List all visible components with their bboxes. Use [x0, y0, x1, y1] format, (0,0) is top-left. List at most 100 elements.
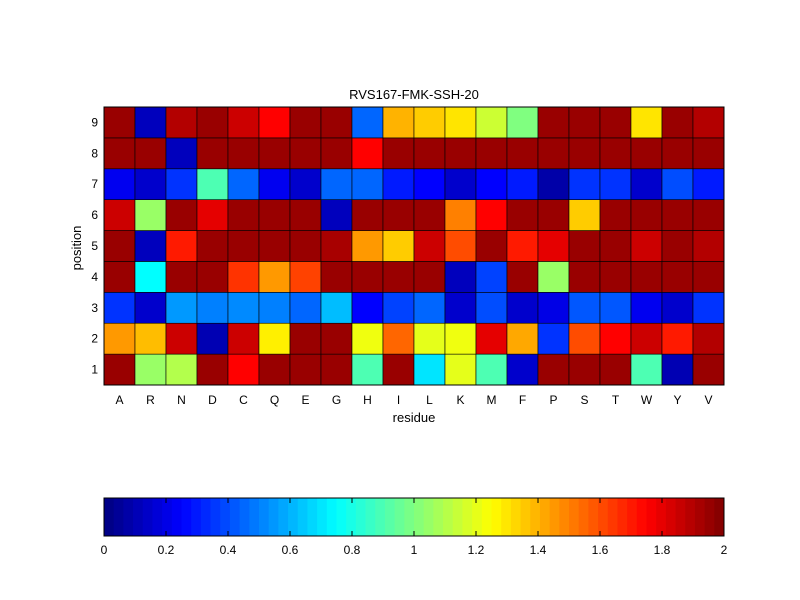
colorbar-step	[326, 498, 337, 536]
heatmap-cell	[568, 199, 601, 231]
colorbar-step	[123, 498, 134, 536]
colorbar-step	[636, 498, 647, 536]
x-tick-label: G	[332, 393, 341, 407]
heatmap-cell	[475, 106, 508, 139]
heatmap-cell	[258, 292, 291, 324]
heatmap-cell	[103, 230, 136, 262]
heatmap-cell	[165, 292, 198, 324]
heatmap-cell	[537, 168, 570, 200]
heatmap-cell	[444, 168, 477, 200]
heatmap-cell	[537, 261, 570, 293]
heatmap-cell	[382, 230, 415, 262]
colorbar-tick-label: 0.8	[344, 543, 361, 557]
colorbar-step	[220, 498, 231, 536]
heatmap-cell	[568, 168, 601, 200]
colorbar-step	[152, 498, 163, 536]
heatmap-cell	[134, 230, 167, 262]
heatmap-cell	[444, 199, 477, 231]
colorbar-step	[685, 498, 696, 536]
heatmap-cell	[351, 261, 384, 293]
heatmap-cell	[506, 106, 539, 139]
colorbar-step	[336, 498, 347, 536]
heatmap-cell	[661, 292, 694, 324]
heatmap-cell	[165, 353, 198, 386]
heatmap-cell	[630, 106, 663, 139]
heatmap-cell	[506, 353, 539, 386]
y-tick-label: 8	[91, 146, 98, 160]
heatmap-cell	[661, 322, 694, 355]
colorbar-step	[675, 498, 686, 536]
colorbar-step	[307, 498, 318, 536]
heatmap-cell	[103, 137, 136, 170]
heatmap-cell	[165, 261, 198, 293]
heatmap-cell	[227, 292, 260, 324]
heatmap-cell	[258, 322, 291, 355]
heatmap-cell	[661, 137, 694, 170]
heatmap-cell	[382, 106, 415, 139]
colorbar-tick-label: 1	[411, 543, 418, 557]
heatmap-cell	[661, 230, 694, 262]
x-tick-label: I	[397, 393, 400, 407]
heatmap-cell	[382, 137, 415, 170]
heatmap-cell	[227, 199, 260, 231]
x-tick-label: S	[580, 393, 588, 407]
heatmap-cell	[692, 353, 725, 386]
y-tick-label: 4	[91, 270, 98, 284]
heatmap-cell	[630, 261, 663, 293]
heatmap-cell	[320, 322, 353, 355]
heatmap-cell	[475, 168, 508, 200]
colorbar-step	[142, 498, 153, 536]
colorbar-step	[539, 498, 551, 536]
heatmap-cell	[227, 322, 260, 355]
heatmap-cell	[413, 230, 446, 262]
heatmap-cell	[413, 353, 446, 386]
heatmap-cell	[320, 261, 353, 293]
y-tick-label: 2	[91, 332, 98, 346]
colorbar-step	[714, 498, 725, 536]
colorbar-step	[259, 498, 270, 536]
heatmap-cells	[103, 106, 725, 386]
colorbar	[103, 497, 725, 537]
heatmap-cell	[630, 137, 663, 170]
heatmap-cell	[227, 230, 260, 262]
heatmap-cell	[599, 106, 632, 139]
x-tick-label: N	[177, 393, 186, 407]
heatmap-cell	[568, 261, 601, 293]
colorbar-step	[549, 498, 560, 536]
heatmap-cell	[227, 137, 260, 170]
x-tick-label: E	[301, 393, 309, 407]
heatmap-cell	[196, 137, 229, 170]
heatmap-cell	[568, 106, 601, 139]
heatmap-cell	[134, 137, 167, 170]
heatmap-cell	[692, 322, 725, 355]
y-tick-label: 7	[91, 177, 98, 191]
colorbar-tick-label: 0.2	[158, 543, 175, 557]
heatmap-cell	[227, 261, 260, 293]
heatmap-cell	[289, 106, 322, 139]
colorbar-step	[346, 498, 357, 536]
y-tick-labels: 1 2 3 4 5 6 7 8 9	[91, 115, 98, 376]
heatmap-cell	[444, 292, 477, 324]
heatmap-cell	[661, 353, 694, 386]
colorbar-step	[133, 498, 144, 536]
colorbar-tick-labels: 0 0.2 0.4 0.6 0.8 1 1.2 1.4 1.6 1.8 2	[101, 498, 728, 557]
heatmap-cell	[196, 230, 229, 262]
colorbar-tick-label: 0.4	[220, 543, 237, 557]
colorbar-step	[229, 498, 241, 536]
plot-frame	[103, 106, 725, 386]
heatmap-cell	[165, 230, 198, 262]
heatmap-cell	[351, 353, 384, 386]
y-tick-label: 9	[91, 115, 98, 129]
heatmap-cell	[351, 168, 384, 200]
heatmap-cell	[196, 292, 229, 324]
heatmap-cell	[661, 168, 694, 200]
heatmap-cell	[692, 292, 725, 324]
colorbar-step	[665, 498, 676, 536]
heatmap-cell	[103, 292, 136, 324]
heatmap-cell	[475, 292, 508, 324]
colorbar-step	[598, 498, 609, 536]
heatmap-cell	[692, 199, 725, 231]
heatmap-cell	[351, 106, 384, 139]
colorbar-tick-label: 1.4	[530, 543, 547, 557]
heatmap-cell	[382, 261, 415, 293]
